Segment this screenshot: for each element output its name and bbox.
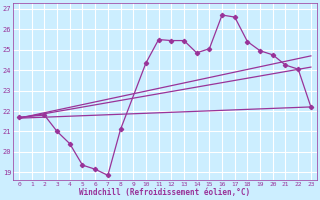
X-axis label: Windchill (Refroidissement éolien,°C): Windchill (Refroidissement éolien,°C)	[79, 188, 251, 197]
